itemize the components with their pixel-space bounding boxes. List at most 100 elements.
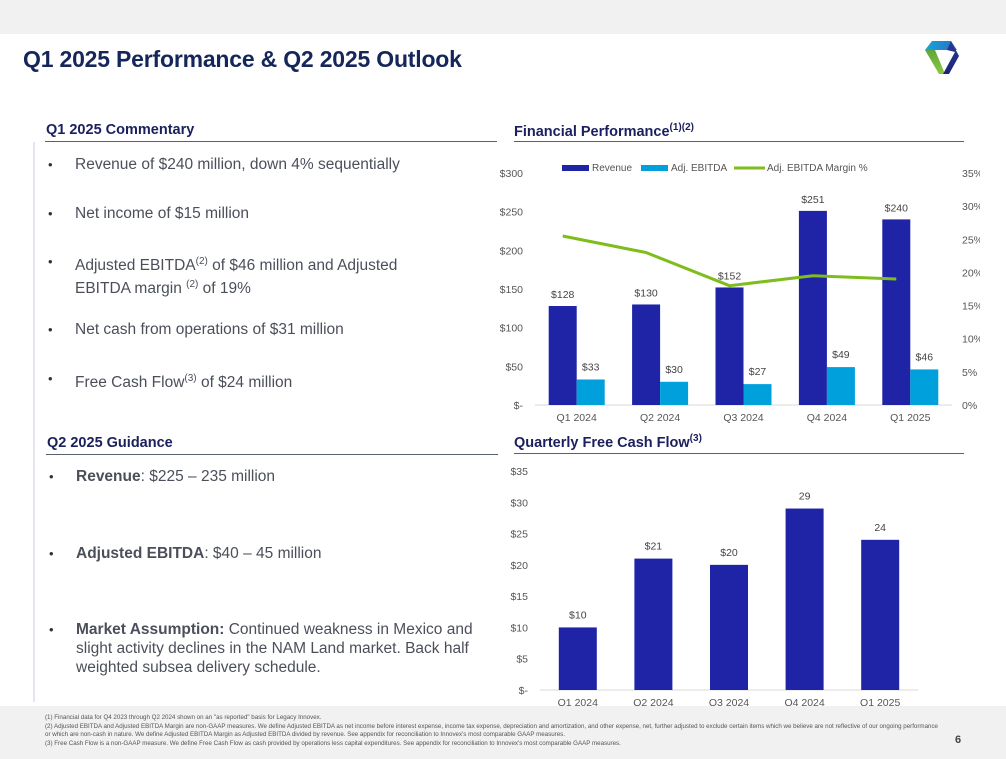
commentary-text: Adjusted EBITDA xyxy=(75,257,196,275)
fcf-data-label: 29 xyxy=(799,491,811,503)
y-tick-label: $25 xyxy=(510,529,528,541)
revenue-bar xyxy=(715,287,744,405)
fcf-bar xyxy=(710,564,748,690)
legend-ebitda-label: Adj. EBITDA xyxy=(671,163,727,174)
y-tick-label: $30 xyxy=(510,497,528,509)
top-bar xyxy=(0,0,1006,34)
footer xyxy=(0,706,1006,759)
guidance-text: : $40 – 45 million xyxy=(204,545,322,562)
guidance-text: Continued weakness in Mexico and slight … xyxy=(76,621,473,676)
footnote-3: (3) Free Cash Flow is a non-GAAP measure… xyxy=(45,739,621,747)
revenue-data-label: $128 xyxy=(551,289,575,301)
revenue-bar xyxy=(798,210,827,405)
commentary-text: Net cash from operations of $31 million xyxy=(75,321,344,338)
x-tick-label: Q2 2024 xyxy=(640,412,680,424)
commentary-text: of $46 million and Adjusted xyxy=(207,257,398,275)
y-tick-label: $250 xyxy=(500,207,523,219)
commentary-text: EBITDA margin xyxy=(75,280,187,298)
commentary-item: Net cash from operations of $31 million xyxy=(48,320,468,339)
y-tick-label: $10 xyxy=(510,622,528,634)
legend-revenue-label: Revenue xyxy=(592,163,632,174)
guidance-item: Revenue: $225 – 235 million xyxy=(49,467,469,486)
fcf-bar xyxy=(634,558,673,690)
guidance-text: : $225 – 235 million xyxy=(140,468,276,485)
fcf-bar xyxy=(558,627,597,690)
footnote-1: (1) Financial data for Q4 2023 through Q… xyxy=(45,714,322,721)
page-number: 6 xyxy=(955,734,962,746)
company-logo-icon xyxy=(925,41,959,74)
y2-tick-label: 5% xyxy=(962,367,977,379)
footnote-ref: (3) xyxy=(184,373,197,384)
y-tick-label: $35 xyxy=(510,466,528,478)
commentary-text: Revenue of $240 million, down 4% sequent… xyxy=(75,156,400,173)
commentary-text: of 19% xyxy=(198,280,251,298)
commentary-text: of $24 million xyxy=(196,374,293,392)
footnote-ref: (2) xyxy=(186,279,199,291)
ebitda-bar xyxy=(743,384,772,405)
ebitda-data-label: $49 xyxy=(832,349,850,361)
y-tick-label: $200 xyxy=(500,245,523,257)
ebitda-bar xyxy=(910,369,939,405)
y-tick-label: $100 xyxy=(500,323,523,335)
footnotes: (1) Financial data for Q4 2023 through Q… xyxy=(45,714,945,748)
fcf-data-label: $10 xyxy=(569,609,587,621)
margin-line xyxy=(562,234,897,288)
y2-tick-label: 15% xyxy=(962,301,980,313)
footnote-2: (2) Adjusted EBITDA and Adjusted EBITDA … xyxy=(45,722,938,739)
footnote-ref: (3) xyxy=(689,433,702,444)
guidance-label: Market Assumption: xyxy=(76,621,225,638)
commentary-heading: Q1 2025 Commentary xyxy=(46,122,195,138)
y-tick-label: $300 xyxy=(500,168,523,180)
revenue-bar xyxy=(882,219,911,405)
financial-performance-heading: Financial Performance(1)(2) xyxy=(514,122,694,140)
guidance-item: Market Assumption: Continued weakness in… xyxy=(49,620,479,677)
fcf-heading: Quarterly Free Cash Flow(3) xyxy=(514,433,702,451)
y2-tick-label: 25% xyxy=(962,234,980,246)
ebitda-data-label: $33 xyxy=(582,361,600,373)
fcf-divider xyxy=(514,453,964,454)
fcf-bar xyxy=(785,508,824,690)
chart-title: Financial Performance xyxy=(514,123,670,140)
commentary-item: Free Cash Flow(3) of $24 million xyxy=(48,369,468,392)
guidance-label: Adjusted EBITDA xyxy=(76,545,205,562)
commentary-text: Free Cash Flow xyxy=(75,374,185,392)
y2-tick-label: 0% xyxy=(962,400,977,412)
ebitda-bar xyxy=(826,367,855,405)
y2-tick-label: 10% xyxy=(962,334,980,346)
commentary-item: Adjusted EBITDA(2) of $46 million and Ad… xyxy=(48,252,468,298)
financial-performance-divider xyxy=(514,141,964,142)
footnote-ref: (2) xyxy=(195,256,208,267)
commentary-divider xyxy=(45,141,497,142)
fcf-data-label: $21 xyxy=(645,541,663,553)
commentary-item: Revenue of $240 million, down 4% sequent… xyxy=(48,155,468,174)
y-tick-label: $15 xyxy=(510,591,528,603)
fcf-data-label: 24 xyxy=(874,522,886,534)
y-tick-label: $5 xyxy=(516,654,528,666)
y-tick-label: $20 xyxy=(510,560,528,572)
ebitda-bar xyxy=(576,379,605,405)
legend-revenue-swatch xyxy=(562,165,589,171)
commentary-item: Net income of $15 million xyxy=(48,204,468,223)
y-tick-label: $- xyxy=(514,400,524,412)
fcf-bar xyxy=(861,539,900,690)
y2-tick-label: 20% xyxy=(962,267,980,279)
x-tick-label: Q1 2024 xyxy=(557,412,597,424)
revenue-data-label: $130 xyxy=(634,287,658,299)
revenue-bar xyxy=(548,306,577,405)
legend-margin-label: Adj. EBITDA Margin % xyxy=(767,163,868,174)
y-tick-label: $150 xyxy=(500,284,523,296)
financial-performance-chart: $- $50 $100 $150 $200 $250 $300 0% 5% 10% 15% 20% 25… xyxy=(500,163,980,424)
ebitda-data-label: $27 xyxy=(749,366,767,378)
commentary-text: Net income of $15 million xyxy=(75,205,250,222)
y-tick-label: $50 xyxy=(505,361,523,373)
guidance-item: Adjusted EBITDA: $40 – 45 million xyxy=(49,544,469,563)
y-tick-label: $- xyxy=(519,685,529,697)
revenue-data-label: $251 xyxy=(801,194,825,206)
y2-tick-label: 30% xyxy=(962,201,980,213)
fcf-data-label: $20 xyxy=(720,547,738,559)
x-tick-label: Q3 2024 xyxy=(723,412,763,424)
ebitda-bar xyxy=(660,381,689,405)
y2-tick-label: 35% xyxy=(962,168,980,180)
revenue-data-label: $240 xyxy=(885,202,909,214)
